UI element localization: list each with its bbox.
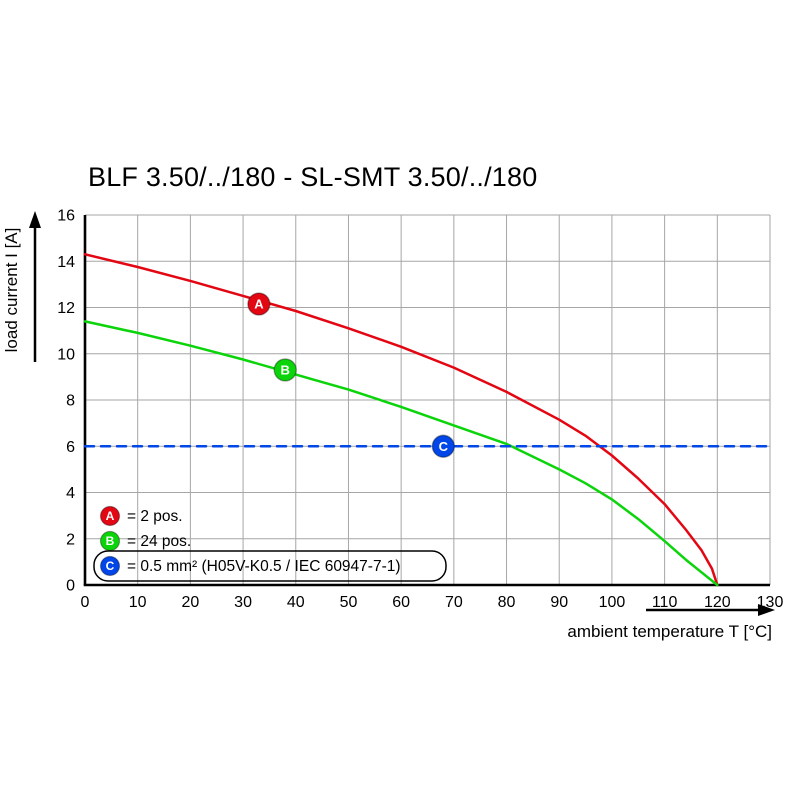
series-lines	[83, 253, 772, 587]
y-tick-label: 0	[66, 578, 75, 595]
x-tick-label: 80	[498, 594, 516, 611]
series-marker-C	[431, 434, 456, 458]
series-line-B	[83, 320, 719, 587]
y-tick-label: 6	[66, 439, 75, 456]
axis-lines	[83, 215, 770, 587]
legend-marker-letter: B	[106, 534, 115, 548]
y-tick-label: 14	[57, 254, 75, 271]
series-markers: A B C	[247, 292, 456, 458]
series-marker-A	[247, 292, 271, 316]
x-tick-label: 90	[550, 594, 568, 611]
x-tick-label: 50	[340, 594, 358, 611]
legend: A = 2 pos. B = 24 pos. C = 0.5 mm² (H05V-K0.5…	[93, 505, 447, 582]
x-tick-label: 100	[599, 594, 626, 611]
x-tick-label: 70	[445, 594, 463, 611]
legend-marker-letter: C	[106, 559, 115, 573]
series-marker-letter: C	[439, 439, 449, 454]
legend-marker-letter: A	[106, 509, 115, 523]
x-tick-label: 120	[704, 594, 731, 611]
y-tick-label: 8	[66, 393, 75, 410]
series-marker-letter: A	[254, 297, 264, 312]
y-axis-arrow	[29, 211, 41, 362]
x-tick-label: 10	[129, 594, 147, 611]
x-tick-label: 20	[181, 594, 199, 611]
y-tick-label: 2	[66, 531, 75, 548]
chart-title: BLF 3.50/../180 - SL-SMT 3.50/../180	[88, 162, 537, 192]
y-tick-label: 16	[57, 208, 75, 225]
series-marker-B	[273, 358, 297, 382]
x-tick-label: 60	[392, 594, 410, 611]
x-tick-label: 30	[234, 594, 252, 611]
series-marker-letter: B	[281, 363, 290, 378]
grid-lines	[84, 214, 771, 586]
legend-marker-A	[99, 505, 121, 527]
x-tick-label: 40	[287, 594, 305, 611]
legend-marker-C	[99, 555, 121, 577]
x-tick-labels: 0 10 20 30 40 50 60 70 80 90 100 110 120 130	[81, 594, 784, 611]
x-axis-arrow	[646, 604, 775, 616]
series-line-A	[83, 253, 719, 587]
legend-item-label: = 2 pos.	[127, 508, 183, 525]
y-tick-label: 10	[57, 346, 75, 363]
legend-box	[93, 550, 447, 582]
legend-item-label: = 0.5 mm² (H05V-K0.5 / IEC 60947-7-1)	[127, 558, 401, 575]
x-tick-label: 0	[81, 594, 90, 611]
legend-item-label: = 24 pos.	[127, 533, 191, 550]
x-tick-label: 110	[652, 594, 678, 611]
x-axis-label: ambient temperature T [°C]	[567, 622, 772, 641]
y-tick-label: 4	[66, 485, 75, 502]
y-tick-label: 12	[57, 300, 75, 317]
y-axis-label: load current I [A]	[2, 228, 21, 353]
y-tick-labels: 0 2 4 6 8 10 12 14 16	[57, 208, 75, 595]
